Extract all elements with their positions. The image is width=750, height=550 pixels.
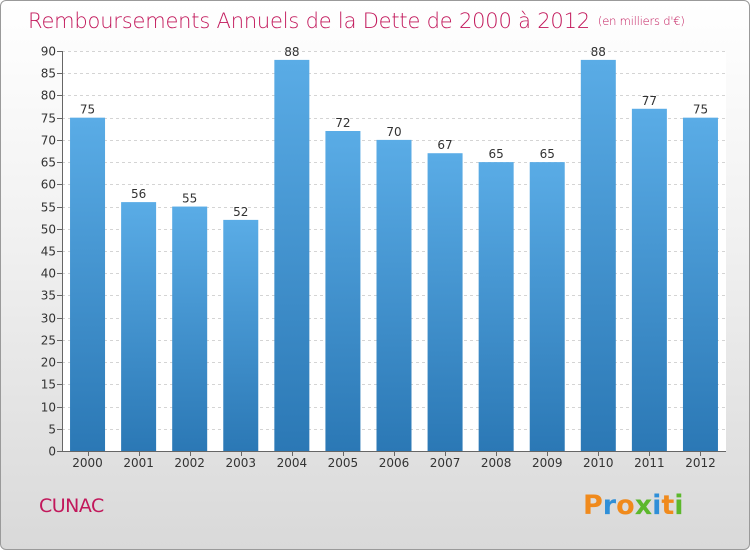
- bar-2008: [478, 162, 514, 451]
- chart-title-text: Remboursements Annuels de la Dette de 20…: [28, 9, 590, 33]
- bar-2004: [274, 59, 310, 452]
- x-tick-label: 2009: [532, 456, 563, 470]
- bar-2002: [172, 206, 208, 451]
- logo-letter: r: [602, 490, 617, 521]
- bar-value-label: 75: [80, 103, 95, 117]
- bar-value-label: 67: [437, 138, 452, 152]
- bar-2003: [223, 219, 259, 451]
- x-tick-label: 2005: [328, 456, 359, 470]
- y-tick-label: 60: [41, 178, 56, 192]
- bar-value-label: 75: [693, 103, 708, 117]
- x-tick-label: 2010: [583, 456, 614, 470]
- logo-letter: i: [674, 490, 684, 521]
- logo-letter: t: [661, 490, 675, 521]
- bar-value-label: 88: [591, 45, 606, 59]
- bar-value-label: 52: [233, 205, 248, 219]
- y-tick-label: 20: [41, 356, 56, 370]
- x-tick-label: 2003: [225, 456, 256, 470]
- y-tick-label: 65: [41, 156, 56, 170]
- bar-2009: [529, 162, 565, 451]
- bar-2011: [631, 108, 667, 452]
- x-tick-label: 2001: [123, 456, 154, 470]
- y-tick-label: 55: [41, 201, 56, 215]
- y-tick-label: 10: [41, 401, 56, 415]
- x-tick-label: 2004: [277, 456, 308, 470]
- bars: 75 56 55 52 88 72 70 67 65 65 88 77 75: [70, 45, 718, 452]
- y-tick-label: 75: [41, 112, 56, 126]
- bar-value-label: 65: [489, 147, 504, 161]
- y-tick-label: 5: [48, 423, 56, 437]
- bar-2001: [121, 202, 157, 451]
- y-tick-label: 45: [41, 245, 56, 259]
- x-tick-label: 2002: [174, 456, 205, 470]
- bar-2007: [427, 153, 463, 451]
- y-tick-label: 50: [41, 223, 56, 237]
- y-tick-label: 25: [41, 334, 56, 348]
- axes: 0 5 10 15 20 25 30 35 40 45 50 55 60 65 70 75 80 85 90 2000…: [41, 45, 726, 470]
- y-tick-label: 70: [41, 134, 56, 148]
- y-tick-label: 35: [41, 289, 56, 303]
- y-tick-label: 85: [41, 67, 56, 81]
- bar-value-label: 70: [386, 125, 401, 139]
- bar-2012: [682, 117, 718, 452]
- bar-2005: [325, 131, 361, 451]
- y-tick-label: 40: [41, 267, 56, 281]
- bar-value-label: 77: [642, 94, 657, 108]
- proxiti-logo: Proxiti: [583, 490, 684, 521]
- logo-letter: x: [634, 490, 653, 521]
- logo-letter: P: [583, 490, 603, 521]
- bar-2000: [70, 117, 106, 452]
- x-tick-label: 2008: [481, 456, 512, 470]
- chart-title: Remboursements Annuels de la Dette de 20…: [28, 9, 685, 33]
- bar-value-label: 65: [540, 147, 555, 161]
- bar-value-label: 72: [335, 116, 350, 130]
- chart-unit: (en milliers d'€): [597, 14, 685, 28]
- y-tick-label: 15: [41, 378, 56, 392]
- commune-name: CUNAC: [39, 495, 104, 517]
- x-tick-label: 2011: [634, 456, 665, 470]
- bar-value-label: 55: [182, 192, 197, 206]
- y-tick-label: 0: [48, 445, 56, 459]
- x-tick-label: 2007: [430, 456, 461, 470]
- logo-letter: i: [652, 490, 662, 521]
- y-tick-label: 90: [41, 45, 56, 59]
- x-tick-label: 2000: [72, 456, 103, 470]
- y-tick-label: 30: [41, 312, 56, 326]
- logo-letter: o: [616, 490, 635, 521]
- x-tick-label: 2006: [379, 456, 410, 470]
- bar-value-label: 88: [284, 45, 299, 59]
- bar-2010: [580, 59, 616, 452]
- x-tick-label: 2012: [685, 456, 716, 470]
- bar-value-label: 56: [131, 187, 146, 201]
- bar-2006: [376, 139, 412, 451]
- y-tick-label: 80: [41, 89, 56, 103]
